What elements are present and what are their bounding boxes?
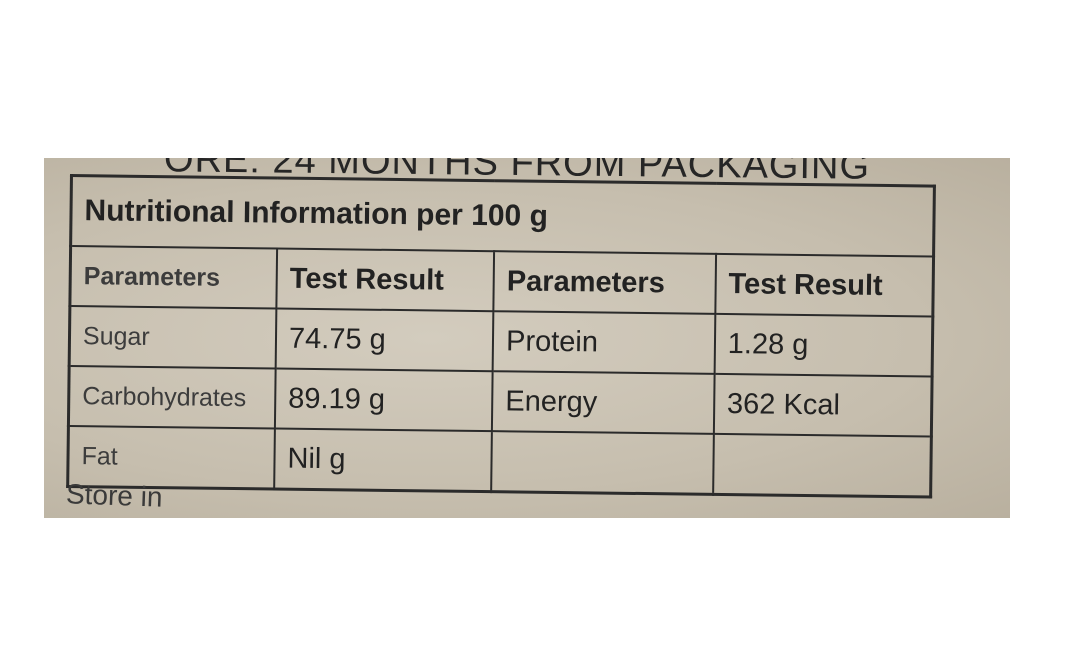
cell: Sugar <box>69 306 277 369</box>
data-row: Sugar 74.75 g Protein 1.28 g <box>69 306 933 377</box>
cell: Nil g <box>274 428 492 492</box>
header-cell: Test Result <box>715 253 934 317</box>
cell: Protein <box>492 311 716 374</box>
empty-cell <box>712 433 932 498</box>
cell: 1.28 g <box>714 313 933 377</box>
label-photo: ORE: 24 MONTHS FROM PACKAGING Nutritiona… <box>44 158 1010 518</box>
title-row: Nutritional Information per 100 g <box>70 175 935 257</box>
cell: 362 Kcal <box>713 373 933 437</box>
cell: 89.19 g <box>274 368 493 432</box>
header-cell: Parameters <box>69 246 278 309</box>
header-cell: Test Result <box>276 248 495 312</box>
cell: Energy <box>491 371 715 434</box>
data-row: Carbohydrates 89.19 g Energy 362 Kcal <box>68 366 933 437</box>
nutrition-table: Nutritional Information per 100 g Parame… <box>66 174 936 499</box>
storage-text: Store in <box>65 478 164 513</box>
header-row: Parameters Test Result Parameters Test Resu… <box>69 246 934 317</box>
cell: Carbohydrates <box>68 366 276 429</box>
data-row: Fat Nil g <box>67 425 932 498</box>
cell: 74.75 g <box>275 308 494 372</box>
header-cell: Parameters <box>493 251 716 314</box>
table-title: Nutritional Information per 100 g <box>70 175 935 257</box>
empty-cell <box>491 431 714 495</box>
